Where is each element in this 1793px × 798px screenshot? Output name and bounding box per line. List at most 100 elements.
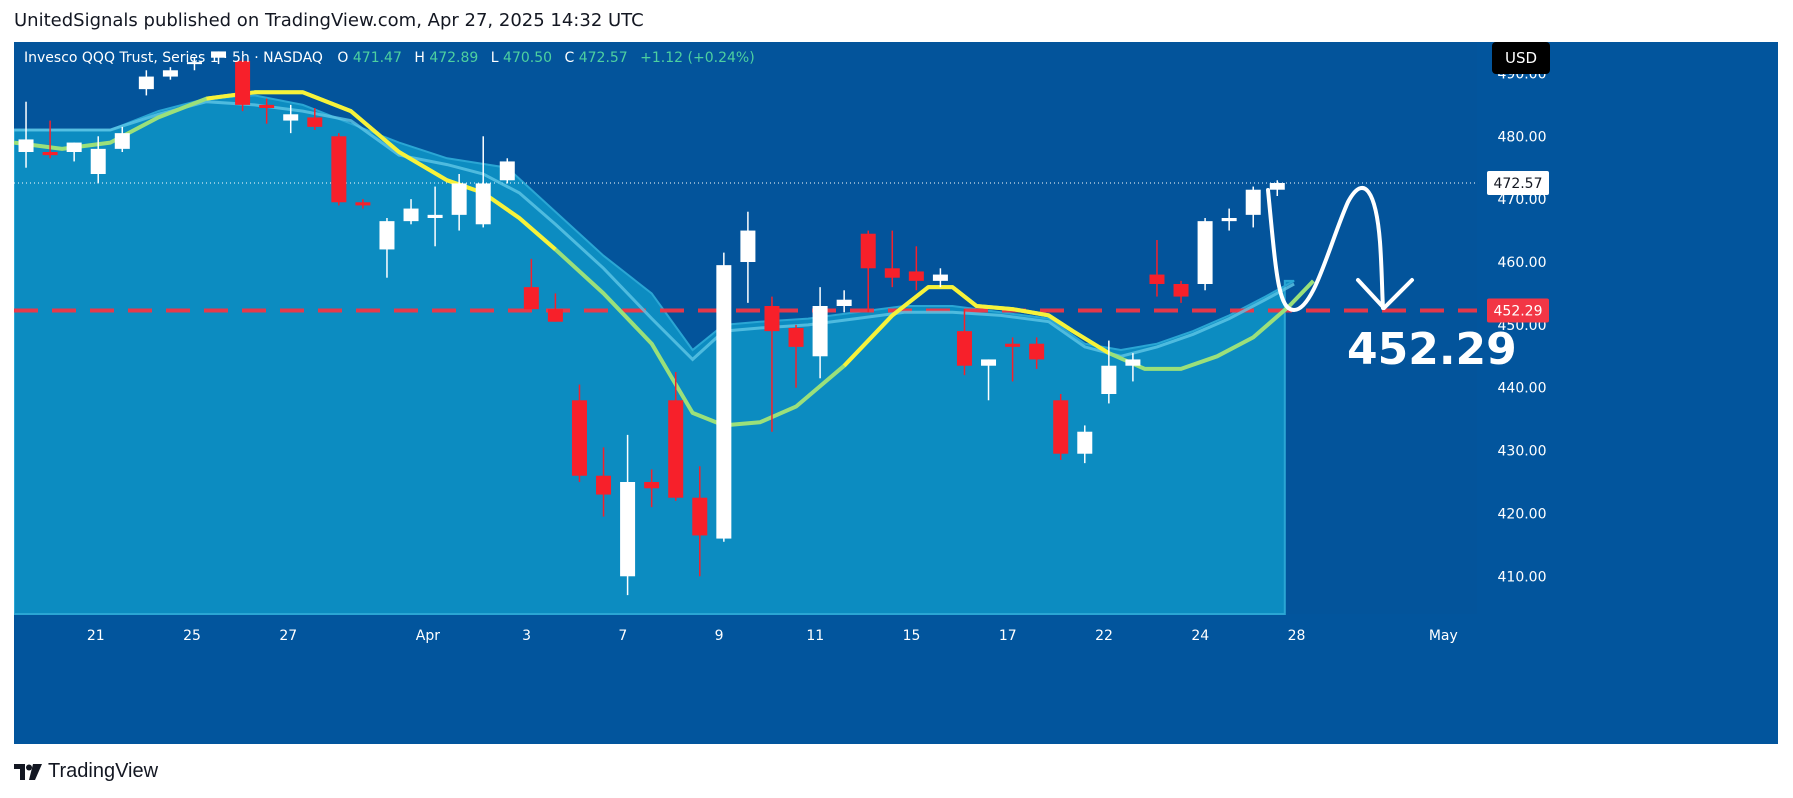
fast-ma-upswing-segment: [206, 90, 557, 251]
price-tick-label: 460.00: [1498, 255, 1547, 271]
target-price-label: 452.29: [1487, 298, 1549, 323]
candle: [1077, 425, 1093, 464]
candle: [211, 51, 227, 64]
candle: [1221, 208, 1237, 231]
candle-body: [956, 331, 972, 366]
candle: [836, 290, 852, 313]
candle-body: [1245, 189, 1261, 215]
legend-close-label: C: [564, 50, 574, 66]
time-tick-label: 17: [999, 628, 1017, 644]
last-price-label: 472.57: [1487, 170, 1549, 195]
target-price-label-box: [1487, 298, 1549, 323]
candle: [956, 309, 972, 376]
last-price-label-box: [1487, 170, 1549, 195]
candle: [812, 287, 828, 379]
price-tick-label: 470.00: [1498, 192, 1547, 208]
candle-body: [644, 482, 660, 489]
legend-high-value: 472.89: [429, 50, 478, 66]
legend-low-label: L: [491, 50, 499, 66]
candle-body: [114, 133, 130, 149]
candle: [138, 70, 154, 96]
candle: [547, 293, 563, 322]
candle: [523, 258, 539, 310]
candle: [403, 199, 419, 225]
candle: [1125, 353, 1141, 382]
time-tick-label: May: [1429, 628, 1458, 644]
candle-body: [523, 287, 539, 310]
candle: [259, 98, 275, 124]
candle: [379, 218, 395, 278]
time-tick-label: 11: [806, 628, 824, 644]
legend-low-value: 470.50: [503, 50, 552, 66]
candlestick-chart[interactable]: 410.00420.00430.00440.00450.00460.00470.…: [13, 42, 1778, 744]
candle-body: [259, 104, 275, 108]
candle: [162, 67, 178, 80]
time-tick-label: Apr: [416, 628, 440, 644]
candle-body: [90, 148, 106, 174]
candle-body: [18, 139, 34, 152]
candle: [764, 296, 780, 432]
candle-body: [764, 306, 780, 332]
fast-ma-upswing-segment: [842, 285, 1110, 368]
legend-close-value: 472.57: [579, 50, 628, 66]
candle: [90, 136, 106, 184]
candle-body: [1269, 182, 1285, 190]
candle: [908, 246, 924, 291]
candle-body: [427, 214, 443, 218]
legend-open-label: O: [337, 50, 348, 66]
price-tick-label: 410.00: [1498, 569, 1547, 585]
price-tick-label: 480.00: [1498, 129, 1547, 145]
tradingview-logo-icon: [14, 763, 42, 780]
candle-body: [283, 114, 299, 121]
candle-body: [451, 183, 467, 215]
candle-body: [307, 117, 323, 127]
candle-body: [1149, 274, 1165, 284]
candle-body: [499, 161, 515, 181]
candle-body: [355, 202, 371, 206]
candle-body: [162, 70, 178, 77]
legend-symbol: Invesco QQQ Trust, Series 1 · 5h · NASDA…: [24, 50, 323, 66]
candle-body: [571, 400, 587, 476]
candle-body: [1005, 343, 1021, 347]
candle: [1029, 337, 1045, 369]
candle-body: [1029, 343, 1045, 360]
candle-body: [42, 152, 58, 156]
candle-body: [716, 265, 732, 539]
candle: [331, 133, 347, 206]
candle: [114, 126, 130, 152]
candle: [1245, 186, 1261, 228]
candle: [235, 57, 251, 112]
candle-body: [1197, 221, 1213, 284]
candle-body: [1221, 218, 1237, 222]
candle: [860, 230, 876, 313]
candle-body: [620, 482, 636, 577]
candle: [355, 199, 371, 209]
legend-high-label: H: [414, 50, 425, 66]
candle: [1149, 240, 1165, 297]
candle-body: [235, 60, 251, 105]
chart-container[interactable]: 410.00 420.00 430.00 440.00 450.00 460.00 470.…: [13, 42, 1778, 744]
candle: [451, 174, 467, 231]
candle: [475, 136, 491, 228]
time-axis[interactable]: 21 25 27 Apr 3 7 9 11 15 17 22 24 28 May: [87, 628, 1458, 644]
candle-body: [692, 497, 708, 536]
candle-body: [547, 309, 563, 322]
candle-body: [331, 136, 347, 203]
candle-body: [884, 268, 900, 278]
time-tick-label: 3: [522, 628, 531, 644]
candle-body: [1125, 359, 1141, 366]
legend-change: +1.12 (+0.24%): [640, 50, 754, 66]
candle-body: [788, 328, 804, 347]
candle: [427, 186, 443, 247]
candle-body: [403, 208, 419, 222]
candle-body: [211, 51, 227, 58]
price-tick-label: 440.00: [1498, 381, 1547, 397]
currency-button[interactable]: USD: [1492, 42, 1550, 74]
footer-brand[interactable]: TradingView: [14, 760, 158, 783]
candle: [692, 466, 708, 577]
target-annotation-label: 452.29: [1347, 324, 1517, 375]
candle-body: [1173, 284, 1189, 297]
footer-brand-text: TradingView: [48, 760, 159, 782]
currency-button-label[interactable]: USD: [1505, 49, 1537, 67]
candle: [740, 211, 756, 303]
